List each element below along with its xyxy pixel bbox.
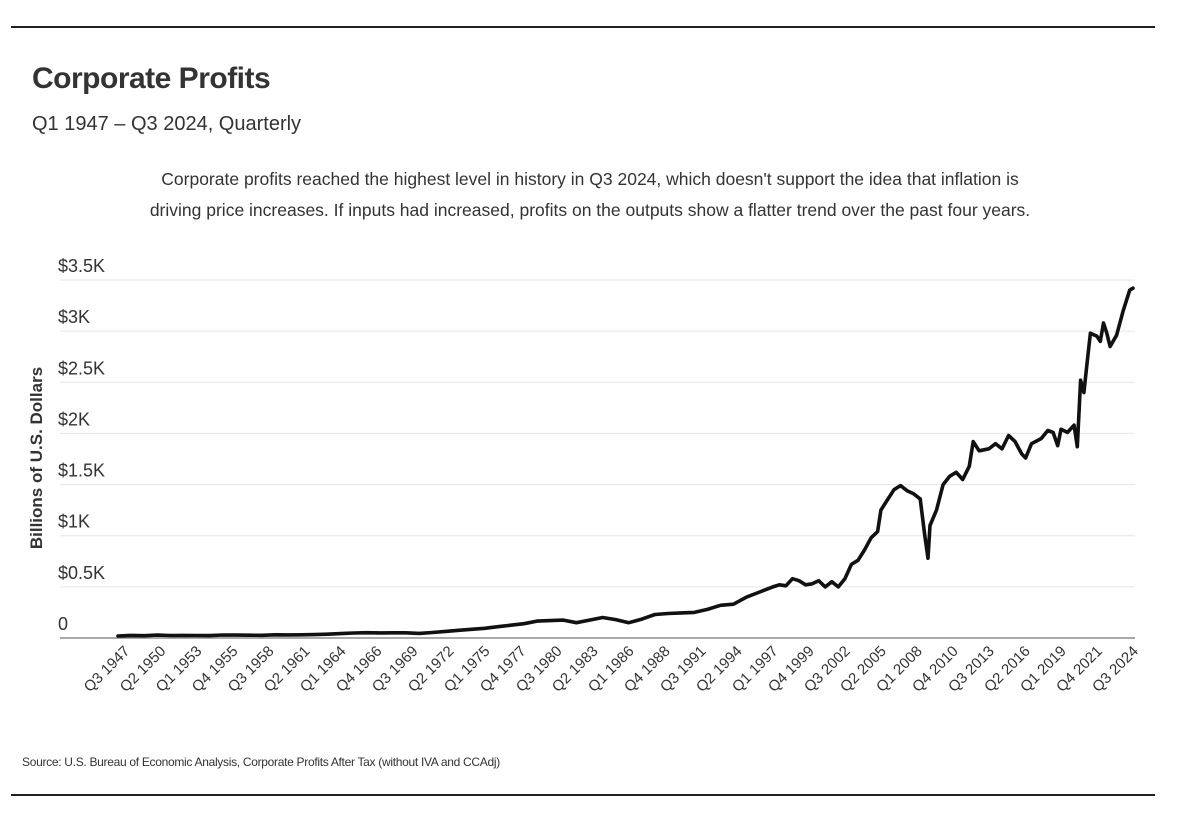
y-tick-label: 0	[58, 614, 68, 634]
description-line-1: Corporate profits reached the highest le…	[161, 169, 1019, 189]
y-tick-label: $3.5K	[58, 256, 105, 276]
y-tick-label: $1K	[58, 512, 90, 532]
y-axis-ticks: 0 $0.5K $1K $1.5K $2K $2.5K $3K $3.5K	[58, 256, 105, 634]
y-axis-label: Billions of U.S. Dollars	[27, 367, 46, 549]
series-layer	[116, 286, 1135, 638]
y-tick-label: $1.5K	[58, 461, 105, 481]
y-tick-label: $2K	[58, 409, 90, 429]
source-note: Source: U.S. Bureau of Economic Analysis…	[22, 755, 500, 769]
chart-subtitle: Q1 1947 – Q3 2024, Quarterly	[32, 113, 302, 135]
y-tick-label: $3K	[58, 307, 90, 327]
chart-title: Corporate Profits	[32, 62, 271, 95]
y-tick-label: $0.5K	[58, 563, 105, 583]
chart-description: Corporate profits reached the highest le…	[60, 164, 1120, 226]
bottom-rule	[11, 794, 1155, 796]
series-line-corporate-profits	[116, 286, 1135, 638]
gridlines	[60, 279, 1135, 639]
description-line-2: driving price increases. If inputs had i…	[149, 200, 1031, 220]
y-tick-label: $2.5K	[58, 358, 105, 378]
top-rule	[11, 26, 1155, 28]
